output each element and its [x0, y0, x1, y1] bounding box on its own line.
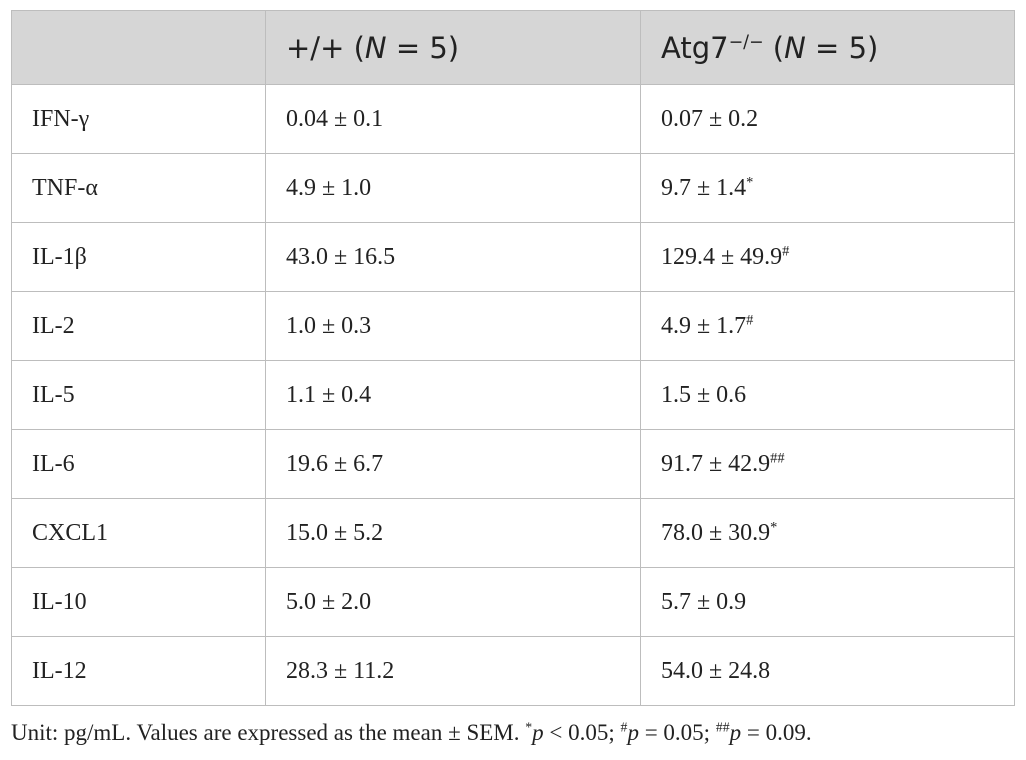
header-cell: [11, 10, 266, 85]
table-cell: 15.0 ± 5.2: [265, 498, 641, 568]
table-cell: 4.9 ± 1.0: [265, 153, 641, 223]
table-cell: 43.0 ± 16.5: [265, 222, 641, 292]
table-cell: 1.1 ± 0.4: [265, 360, 641, 430]
text-segment: +/+ (: [286, 30, 365, 65]
table-row: IFN-γ 0.04 ± 0.1 0.07 ± 0.2: [11, 84, 1015, 154]
table-cell: 9.7 ± 1.4*: [640, 153, 1015, 223]
table-cell: IL-2: [11, 291, 266, 361]
table-row: IL-5 1.1 ± 0.4 1.5 ± 0.6: [11, 360, 1015, 430]
text-segment: *: [525, 719, 533, 735]
cell-text: 54.0 ± 24.8: [661, 657, 771, 684]
text-segment: < 0.05;: [543, 720, 621, 745]
header-cell: Atg7−/− (N = 5): [640, 10, 1015, 85]
text-segment: #: [620, 719, 628, 735]
text-segment: (: [763, 30, 785, 65]
text-segment: N: [364, 30, 387, 65]
header-row: +/+ (N = 5) Atg7−/− (N = 5): [11, 10, 1015, 85]
cell-text: 5.0 ± 2.0: [286, 588, 372, 615]
cell-text: 0.04 ± 0.1: [286, 105, 384, 132]
text-segment: = 0.05;: [638, 720, 716, 745]
table-row: IL-1β 43.0 ± 16.5 129.4 ± 49.9#: [11, 222, 1015, 292]
cell-text: 15.0 ± 5.2: [286, 519, 384, 546]
cell-text: 1.0 ± 0.3: [286, 312, 372, 339]
text-segment: = 5): [805, 30, 879, 65]
cell-text: IL-2: [32, 312, 75, 339]
table-row: IL-6 19.6 ± 6.7 91.7 ± 42.9##: [11, 429, 1015, 499]
cell-text: 43.0 ± 16.5: [286, 243, 396, 270]
table-row: IL-12 28.3 ± 11.2 54.0 ± 24.8: [11, 636, 1015, 706]
cell-text: 19.6 ± 6.7: [286, 450, 384, 477]
cell-text: 1.5 ± 0.6: [661, 381, 747, 408]
table-cell: 5.7 ± 0.9: [640, 567, 1015, 637]
significance-mark: #: [746, 311, 754, 328]
table-cell: IL-5: [11, 360, 266, 430]
cell-text: 5.7 ± 0.9: [661, 588, 747, 615]
table-cell: 28.3 ± 11.2: [265, 636, 641, 706]
data-table: +/+ (N = 5) Atg7−/− (N = 5) IFN-γ 0.04 ± 0…: [11, 10, 1015, 706]
cell-text: 4.9 ± 1.0: [286, 174, 372, 201]
significance-mark: ##: [770, 449, 785, 466]
header-cell: +/+ (N = 5): [265, 10, 641, 85]
text-segment: N: [784, 30, 806, 65]
text-segment: = 5): [386, 30, 460, 65]
table-row: TNF-α 4.9 ± 1.0 9.7 ± 1.4*: [11, 153, 1015, 223]
cell-text: IL-1β: [32, 243, 87, 270]
table-cell: 0.04 ± 0.1: [265, 84, 641, 154]
text-segment: Atg7: [661, 30, 729, 65]
table-cell: 1.5 ± 0.6: [640, 360, 1015, 430]
cell-text: 78.0 ± 30.9: [661, 519, 771, 546]
cell-text: 129.4 ± 49.9: [661, 243, 783, 270]
text-segment: p: [532, 720, 544, 745]
text-segment: Unit: pg/mL. Values are expressed as the…: [11, 720, 526, 745]
table-cell: 54.0 ± 24.8: [640, 636, 1015, 706]
table-cell: 5.0 ± 2.0: [265, 567, 641, 637]
cell-text: 1.1 ± 0.4: [286, 381, 372, 408]
table-cell: TNF-α: [11, 153, 266, 223]
cell-text: IFN-γ: [32, 105, 90, 132]
table-row: CXCL1 15.0 ± 5.2 78.0 ± 30.9*: [11, 498, 1015, 568]
footnote: Unit: pg/mL. Values are expressed as the…: [11, 720, 812, 746]
table-cell: IL-12: [11, 636, 266, 706]
cell-text: 0.07 ± 0.2: [661, 105, 759, 132]
text-segment: −/−: [728, 32, 764, 53]
text-segment: p: [729, 720, 742, 745]
table-row: IL-2 1.0 ± 0.3 4.9 ± 1.7#: [11, 291, 1015, 361]
significance-mark: #: [782, 242, 790, 259]
significance-mark: *: [770, 518, 778, 535]
table-cell: 1.0 ± 0.3: [265, 291, 641, 361]
cell-text: 9.7 ± 1.4: [661, 174, 747, 201]
cell-text: 28.3 ± 11.2: [286, 657, 395, 684]
text-segment: = 0.09.: [741, 720, 812, 745]
text-segment: ##: [715, 719, 730, 735]
cell-text: IL-12: [32, 657, 87, 684]
table-cell: 129.4 ± 49.9#: [640, 222, 1015, 292]
significance-mark: *: [746, 173, 754, 190]
table-cell: IL-10: [11, 567, 266, 637]
text-segment: p: [627, 720, 639, 745]
cell-text: 4.9 ± 1.7: [661, 312, 747, 339]
cell-text: IL-5: [32, 381, 75, 408]
cell-text: 91.7 ± 42.9: [661, 450, 771, 477]
table-body: IFN-γ 0.04 ± 0.1 0.07 ± 0.2 TNF-α 4.9 ± 1.0 9…: [11, 84, 1015, 706]
table-cell: IL-1β: [11, 222, 266, 292]
cell-text: CXCL1: [32, 519, 109, 546]
table-cell: 0.07 ± 0.2: [640, 84, 1015, 154]
table-cell: IFN-γ: [11, 84, 266, 154]
table-cell: IL-6: [11, 429, 266, 499]
table-cell: 4.9 ± 1.7#: [640, 291, 1015, 361]
table-cell: CXCL1: [11, 498, 266, 568]
cell-text: IL-6: [32, 450, 75, 477]
cell-text: TNF-α: [32, 174, 98, 201]
table-cell: 78.0 ± 30.9*: [640, 498, 1015, 568]
table-cell: 19.6 ± 6.7: [265, 429, 641, 499]
table-row: IL-10 5.0 ± 2.0 5.7 ± 0.9: [11, 567, 1015, 637]
cell-text: IL-10: [32, 588, 87, 615]
table-cell: 91.7 ± 42.9##: [640, 429, 1015, 499]
